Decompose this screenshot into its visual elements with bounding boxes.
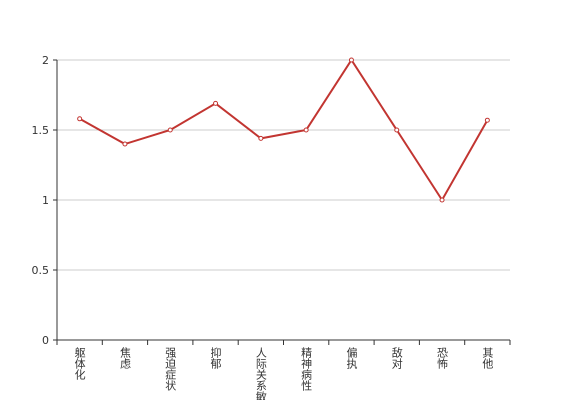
point (258, 135, 264, 141)
x-tick-label: 精神病性 (300, 347, 313, 392)
point (348, 57, 354, 63)
line (79, 58, 489, 202)
x-tick-label: 恐怖 (436, 347, 449, 369)
y-tick-label: 0.5 (32, 264, 50, 277)
y-tick-label: 1 (42, 194, 49, 207)
x-tick-label: 强迫症状 (164, 347, 177, 391)
x-tick-label: 抑郁 (209, 346, 222, 369)
x-tick-label: 敌对 (390, 346, 403, 369)
x-tick-label: 人际关系敏感 (254, 347, 267, 400)
x-tick-label: 偏执 (345, 346, 358, 370)
point (77, 116, 83, 122)
point (167, 127, 173, 133)
point (394, 127, 400, 133)
point (122, 141, 128, 147)
y-tick-label: 1.5 (32, 124, 50, 137)
point (484, 117, 490, 123)
point (439, 197, 445, 203)
x-tick-label: 焦虑 (118, 347, 131, 369)
x-tick-label: 躯体化 (73, 347, 86, 381)
y-tick-label: 0 (42, 334, 49, 347)
point (303, 127, 309, 133)
point (213, 100, 219, 106)
y-tick-label: 2 (42, 54, 49, 67)
x-tick-label: 其他 (481, 347, 494, 369)
